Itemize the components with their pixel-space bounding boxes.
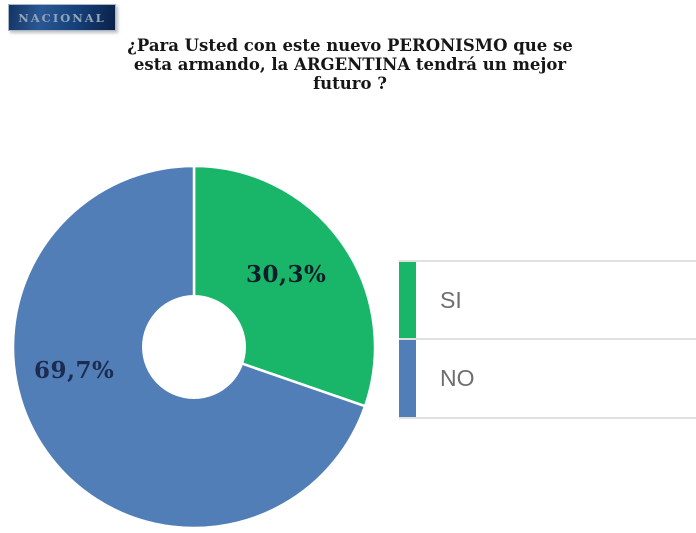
- legend-swatch-si: [399, 262, 416, 338]
- chart-legend: SI NO: [399, 260, 696, 419]
- slice-label-si: 30,3%: [246, 261, 327, 288]
- nacional-badge: NACIONAL: [8, 4, 116, 31]
- legend-item-si: SI: [399, 262, 696, 340]
- legend-item-no: NO: [399, 340, 696, 419]
- legend-label-si: SI: [440, 286, 462, 313]
- legend-label-no: NO: [440, 365, 475, 391]
- chart-title: ¿Para Usted con este nuevo PERONISMO que…: [127, 36, 573, 93]
- donut-hole: [142, 295, 246, 399]
- donut-svg: [11, 164, 377, 530]
- slice-label-no: 69,7%: [34, 357, 115, 384]
- legend-swatch-no: [399, 340, 416, 417]
